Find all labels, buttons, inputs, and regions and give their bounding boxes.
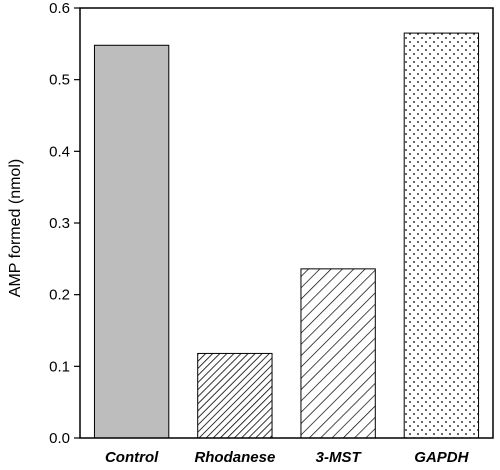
bar-rhodanese [197,352,273,439]
y-axis-title: AMP formed (nmol) [7,159,24,297]
bar-control [93,44,170,439]
y-tick-label: 0.5 [49,72,70,89]
x-category-label: 3-MST [316,449,363,466]
y-tick-label: 0.3 [49,215,70,232]
x-category-label: Rhodanese [194,449,275,466]
bars-group [93,32,480,439]
x-axis-labels: Control Rhodanese 3-MST GAPDH [105,449,470,466]
y-tick-label: 0.0 [49,430,70,447]
x-category-label: Control [105,449,159,466]
y-tick-label: 0.4 [49,143,70,160]
y-tick-label: 0.1 [49,358,70,375]
x-category-label: GAPDH [414,449,469,466]
bar-3-mst [300,268,376,439]
y-axis-ticks: 0.0 0.1 0.2 0.3 0.4 0.5 0.6 [49,0,80,447]
bar-gapdh [403,32,480,439]
y-tick-label: 0.6 [49,0,70,17]
y-tick-label: 0.2 [49,287,70,304]
